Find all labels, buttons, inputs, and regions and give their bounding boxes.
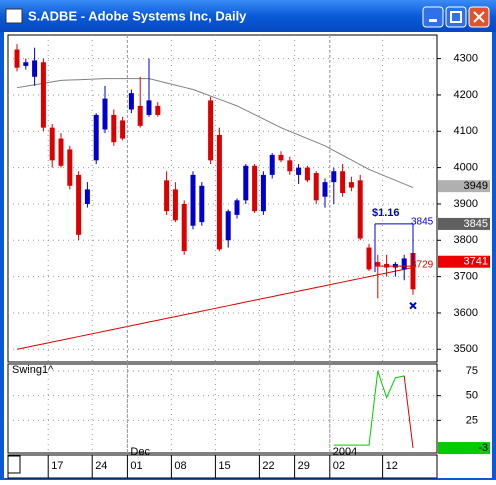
- candle-body: [260, 174, 266, 212]
- candle-body: [278, 154, 284, 161]
- candle-body: [181, 203, 187, 252]
- candle-body: [331, 171, 337, 183]
- title-bar: [0, 0, 496, 32]
- candle-body: [76, 174, 82, 235]
- annotation: 3729: [411, 260, 434, 271]
- candle-body: [32, 60, 38, 77]
- swing-badge-label: -3: [478, 442, 488, 454]
- candle-body: [252, 165, 258, 212]
- annotation: 3845: [411, 217, 434, 228]
- moving-average: [16, 78, 414, 189]
- annotation: $1.16: [372, 207, 400, 219]
- candle-body: [40, 62, 46, 128]
- candle-body: [225, 211, 231, 241]
- y-tick-label: 3800: [454, 234, 478, 246]
- price-badge: [438, 180, 490, 193]
- candle-body: [366, 247, 372, 270]
- candle-body: [172, 189, 178, 221]
- y-tick-label: 3900: [454, 198, 478, 210]
- minimize-icon: [429, 19, 437, 22]
- candle-body: [58, 138, 64, 166]
- candle-body: [410, 253, 416, 290]
- close-icon: [473, 11, 485, 23]
- maximize-button[interactable]: [445, 6, 467, 28]
- candle-body: [401, 258, 407, 270]
- candle-body: [287, 160, 293, 172]
- candle-body: [199, 185, 205, 223]
- candle-body: [375, 262, 381, 266]
- window-buttons[interactable]: [422, 6, 490, 28]
- candle-body: [111, 114, 117, 143]
- candle-body: [137, 105, 143, 126]
- x-tick-label: 08: [174, 460, 186, 472]
- period-label: 2004: [333, 446, 357, 458]
- candle-body: [164, 180, 170, 212]
- candle-body: [190, 174, 196, 226]
- exit-marker: [409, 301, 417, 310]
- x-tick-label: 17: [51, 460, 63, 472]
- candle-body: [23, 62, 29, 66]
- y-tick-label: 3700: [454, 271, 478, 283]
- window-title: S.ADBE - Adobe Systems Inc, Daily: [28, 8, 247, 23]
- target-bracket: [374, 223, 414, 273]
- swing-line: [333, 370, 405, 446]
- swing-last-segment: [403, 375, 414, 449]
- y-tick-label: 4300: [454, 53, 478, 65]
- swing-title: Swing1^: [12, 364, 54, 376]
- candle-body: [348, 182, 354, 188]
- candle-body: [340, 171, 346, 194]
- candle-body: [120, 120, 126, 139]
- price-badge: [438, 217, 490, 230]
- candle-body: [269, 154, 275, 175]
- x-tick-label: 22: [262, 460, 274, 472]
- y-tick-label: 3500: [454, 343, 478, 355]
- candle-body: [296, 167, 302, 175]
- price-panel: [7, 34, 438, 363]
- candle-body: [243, 165, 249, 201]
- candle-body: [155, 105, 161, 115]
- candle-body: [216, 134, 222, 250]
- candle-body: [313, 173, 319, 201]
- minimize-button[interactable]: [422, 6, 444, 28]
- y-tick-label: 4200: [454, 89, 478, 101]
- y-tick-label: 3600: [454, 307, 478, 319]
- price-badge-label: 3949: [464, 180, 488, 192]
- period-label: Dec: [130, 446, 150, 458]
- candle-body: [128, 93, 134, 110]
- candle-body: [322, 182, 328, 197]
- x-tick-label: 15: [218, 460, 230, 472]
- x-tick-label: 29: [298, 460, 310, 472]
- candle-body: [208, 100, 214, 161]
- candle-body: [49, 127, 55, 161]
- y-tick-label: 75: [466, 365, 478, 377]
- swing-badge: [438, 442, 490, 455]
- candle-body: [102, 98, 108, 130]
- x-tick-label: 12: [386, 460, 398, 472]
- x-tick-label: 02: [333, 460, 345, 472]
- price-badge: [438, 255, 490, 268]
- candle-body: [67, 149, 73, 186]
- scroll-box[interactable]: [7, 455, 21, 474]
- y-tick-label: 25: [466, 414, 478, 426]
- maximize-icon: [450, 11, 462, 23]
- x-tick-label: 01: [130, 460, 142, 472]
- y-tick-label: 4100: [454, 125, 478, 137]
- candle-body: [146, 100, 152, 115]
- price-badge-label: 3741: [464, 256, 488, 268]
- candle-body: [357, 180, 363, 239]
- candle-body: [14, 49, 20, 68]
- swing-panel: [7, 363, 438, 454]
- x-tick-label: 24: [95, 460, 107, 472]
- candle-body: [304, 167, 310, 181]
- y-tick-label: 50: [466, 390, 478, 402]
- candle-body: [234, 200, 240, 215]
- price-badge-label: 3845: [464, 218, 488, 230]
- chart-area: [4, 32, 492, 478]
- moving-average: [16, 267, 414, 350]
- candle-body: [84, 189, 90, 204]
- candle-body: [93, 114, 99, 161]
- app-icon: [5, 8, 23, 24]
- y-tick-label: 4000: [454, 162, 478, 174]
